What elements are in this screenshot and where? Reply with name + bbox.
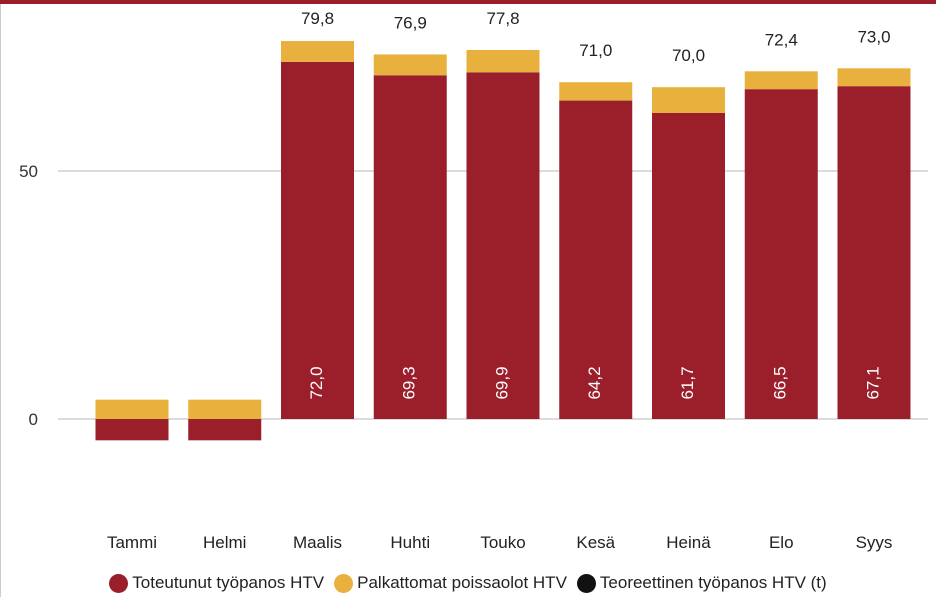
bar-palkattomat-1[interactable] <box>188 399 262 419</box>
x-tick-label-3: Huhti <box>390 533 430 552</box>
bar-toteutunut-8[interactable] <box>837 86 911 420</box>
x-tick-label-2: Maalis <box>293 533 342 552</box>
bar-palkattomat-4[interactable] <box>466 49 540 73</box>
label-teoreettinen-6: 70,0 <box>672 46 705 65</box>
legend-dot-teoreettinen <box>576 573 596 593</box>
label-teoreettinen-4: 77,8 <box>486 9 519 28</box>
legend-label-palkattomat: Palkattomat poissaolot HTV <box>357 573 567 592</box>
legend-dot-toteutunut <box>109 573 129 593</box>
x-axis: Tammi Helmi Maalis Huhti Touko Kesä Heinä Elo Sy… <box>107 533 892 552</box>
x-tick-label-0: Tammi <box>107 533 157 552</box>
legend-label-toteutunut: Toteutunut työpanos HTV <box>132 573 325 592</box>
label-toteutunut-7: 66,5 <box>771 366 790 399</box>
legend-item-palkattomat[interactable]: Palkattomat poissaolot HTV <box>334 573 567 593</box>
y-axis: 0 50 <box>19 162 38 429</box>
top-accent-bar <box>0 0 936 4</box>
bar-palkattomat-2[interactable] <box>281 41 354 62</box>
bar-chart: 0 50 72,0 79,8 69,3 76,9 69,9 77,8 64,2 71,0 61,7… <box>19 9 928 552</box>
label-toteutunut-6: 61,7 <box>678 366 697 399</box>
bar-palkattomat-3[interactable] <box>373 54 447 76</box>
label-toteutunut-4: 69,9 <box>492 366 511 399</box>
bar-toteutunut-3[interactable] <box>373 75 447 419</box>
legend-dot-palkattomat <box>334 573 354 593</box>
label-teoreettinen-2: 79,8 <box>301 9 334 28</box>
label-teoreettinen-5: 71,0 <box>579 41 612 60</box>
x-tick-label-5: Kesä <box>576 533 615 552</box>
x-tick-label-8: Syys <box>856 533 893 552</box>
label-toteutunut-5: 64,2 <box>585 366 604 399</box>
bar-toteutunut-6[interactable] <box>652 112 725 419</box>
legend-label-teoreettinen: Teoreettinen työpanos HTV (t) <box>599 573 827 592</box>
bar-palkattomat-8[interactable] <box>837 68 911 87</box>
label-teoreettinen-8: 73,0 <box>857 27 890 46</box>
bars <box>95 41 911 441</box>
label-toteutunut-3: 69,3 <box>400 366 419 399</box>
x-tick-label-4: Touko <box>480 533 525 552</box>
label-toteutunut-2: 72,0 <box>307 366 326 399</box>
x-tick-label-1: Helmi <box>203 533 246 552</box>
bar-palkattomat-7[interactable] <box>744 71 818 90</box>
bar-toteutunut-0[interactable] <box>95 419 169 441</box>
legend: Toteutunut työpanos HTV Palkattomat pois… <box>0 571 936 595</box>
left-border <box>0 4 1 597</box>
label-teoreettinen-7: 72,4 <box>765 30 798 49</box>
y-tick-label-50: 50 <box>19 162 38 181</box>
bar-palkattomat-5[interactable] <box>559 82 633 101</box>
bar-toteutunut-4[interactable] <box>466 72 540 420</box>
legend-item-teoreettinen[interactable]: Teoreettinen työpanos HTV (t) <box>576 573 827 593</box>
x-tick-label-6: Heinä <box>666 533 711 552</box>
x-tick-label-7: Elo <box>769 533 794 552</box>
bar-palkattomat-6[interactable] <box>652 87 725 113</box>
y-tick-label-0: 0 <box>29 410 38 429</box>
data-labels: 72,0 79,8 69,3 76,9 69,9 77,8 64,2 71,0 61,7 70,0… <box>301 9 891 400</box>
label-teoreettinen-3: 76,9 <box>394 13 427 32</box>
bar-palkattomat-0[interactable] <box>95 399 169 419</box>
legend-item-toteutunut[interactable]: Toteutunut työpanos HTV <box>109 573 324 593</box>
label-toteutunut-8: 67,1 <box>863 366 882 399</box>
bar-toteutunut-5[interactable] <box>559 100 633 420</box>
bar-toteutunut-1[interactable] <box>188 419 262 441</box>
bar-toteutunut-7[interactable] <box>744 89 818 419</box>
bar-toteutunut-2[interactable] <box>281 61 354 419</box>
